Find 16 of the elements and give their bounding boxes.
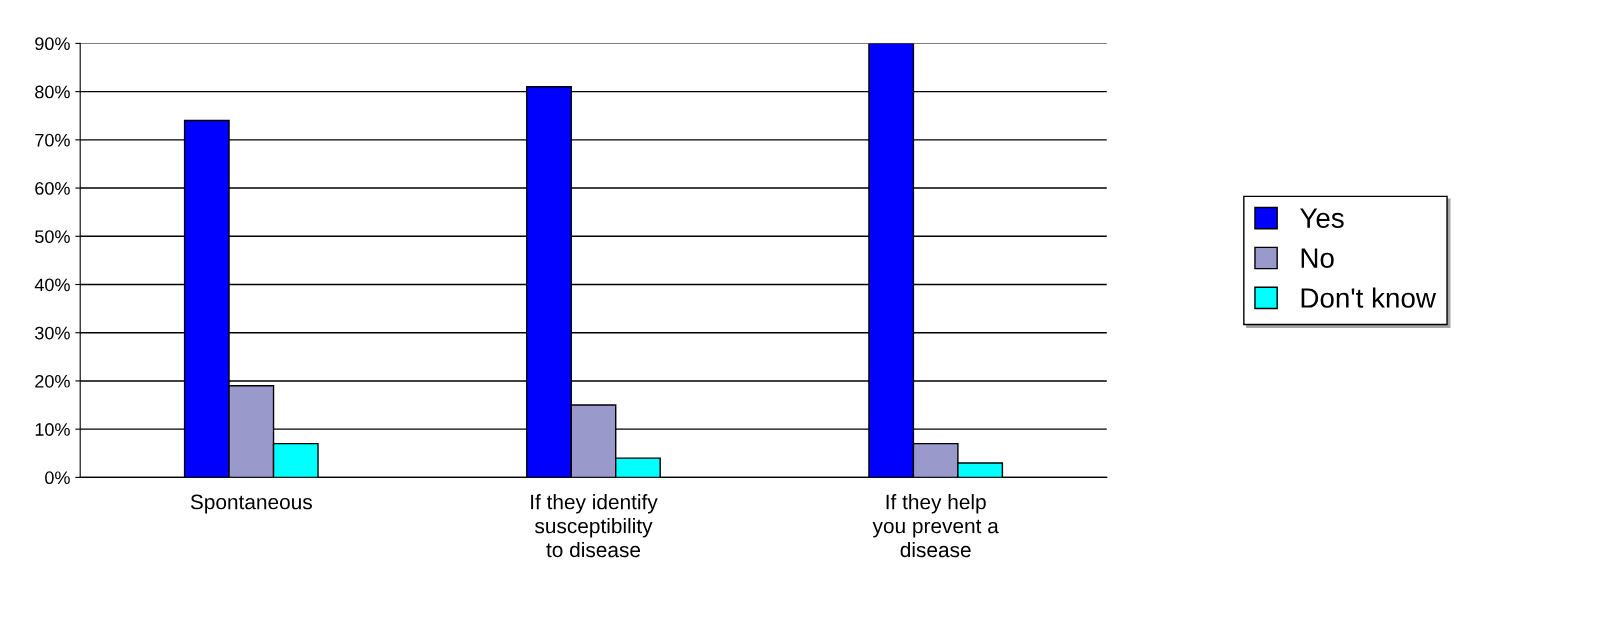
x-tick-label: Spontaneous (190, 494, 312, 514)
y-tick-label: 90% (35, 37, 70, 51)
y-tick-label: 70% (35, 133, 70, 147)
y-tick-label: 40% (34, 278, 70, 292)
legend-label: Don't know (1301, 287, 1436, 308)
y-tick-label: 80% (35, 85, 70, 99)
y-tick-label: 10% (35, 423, 70, 436)
x-tick-label: If they help you prevent a disease (872, 494, 999, 558)
legend-label: Yes (1300, 208, 1344, 228)
y-tick-label: 20% (35, 374, 70, 388)
y-tick-label: 60% (35, 182, 70, 195)
y-tick-label: 30% (35, 326, 70, 340)
y-tick-label: 50% (35, 230, 70, 244)
x-tick-label: If they identify susceptibility to disease (531, 494, 658, 558)
legend-label: No (1301, 248, 1334, 268)
y-tick-label: 0% (45, 471, 70, 485)
